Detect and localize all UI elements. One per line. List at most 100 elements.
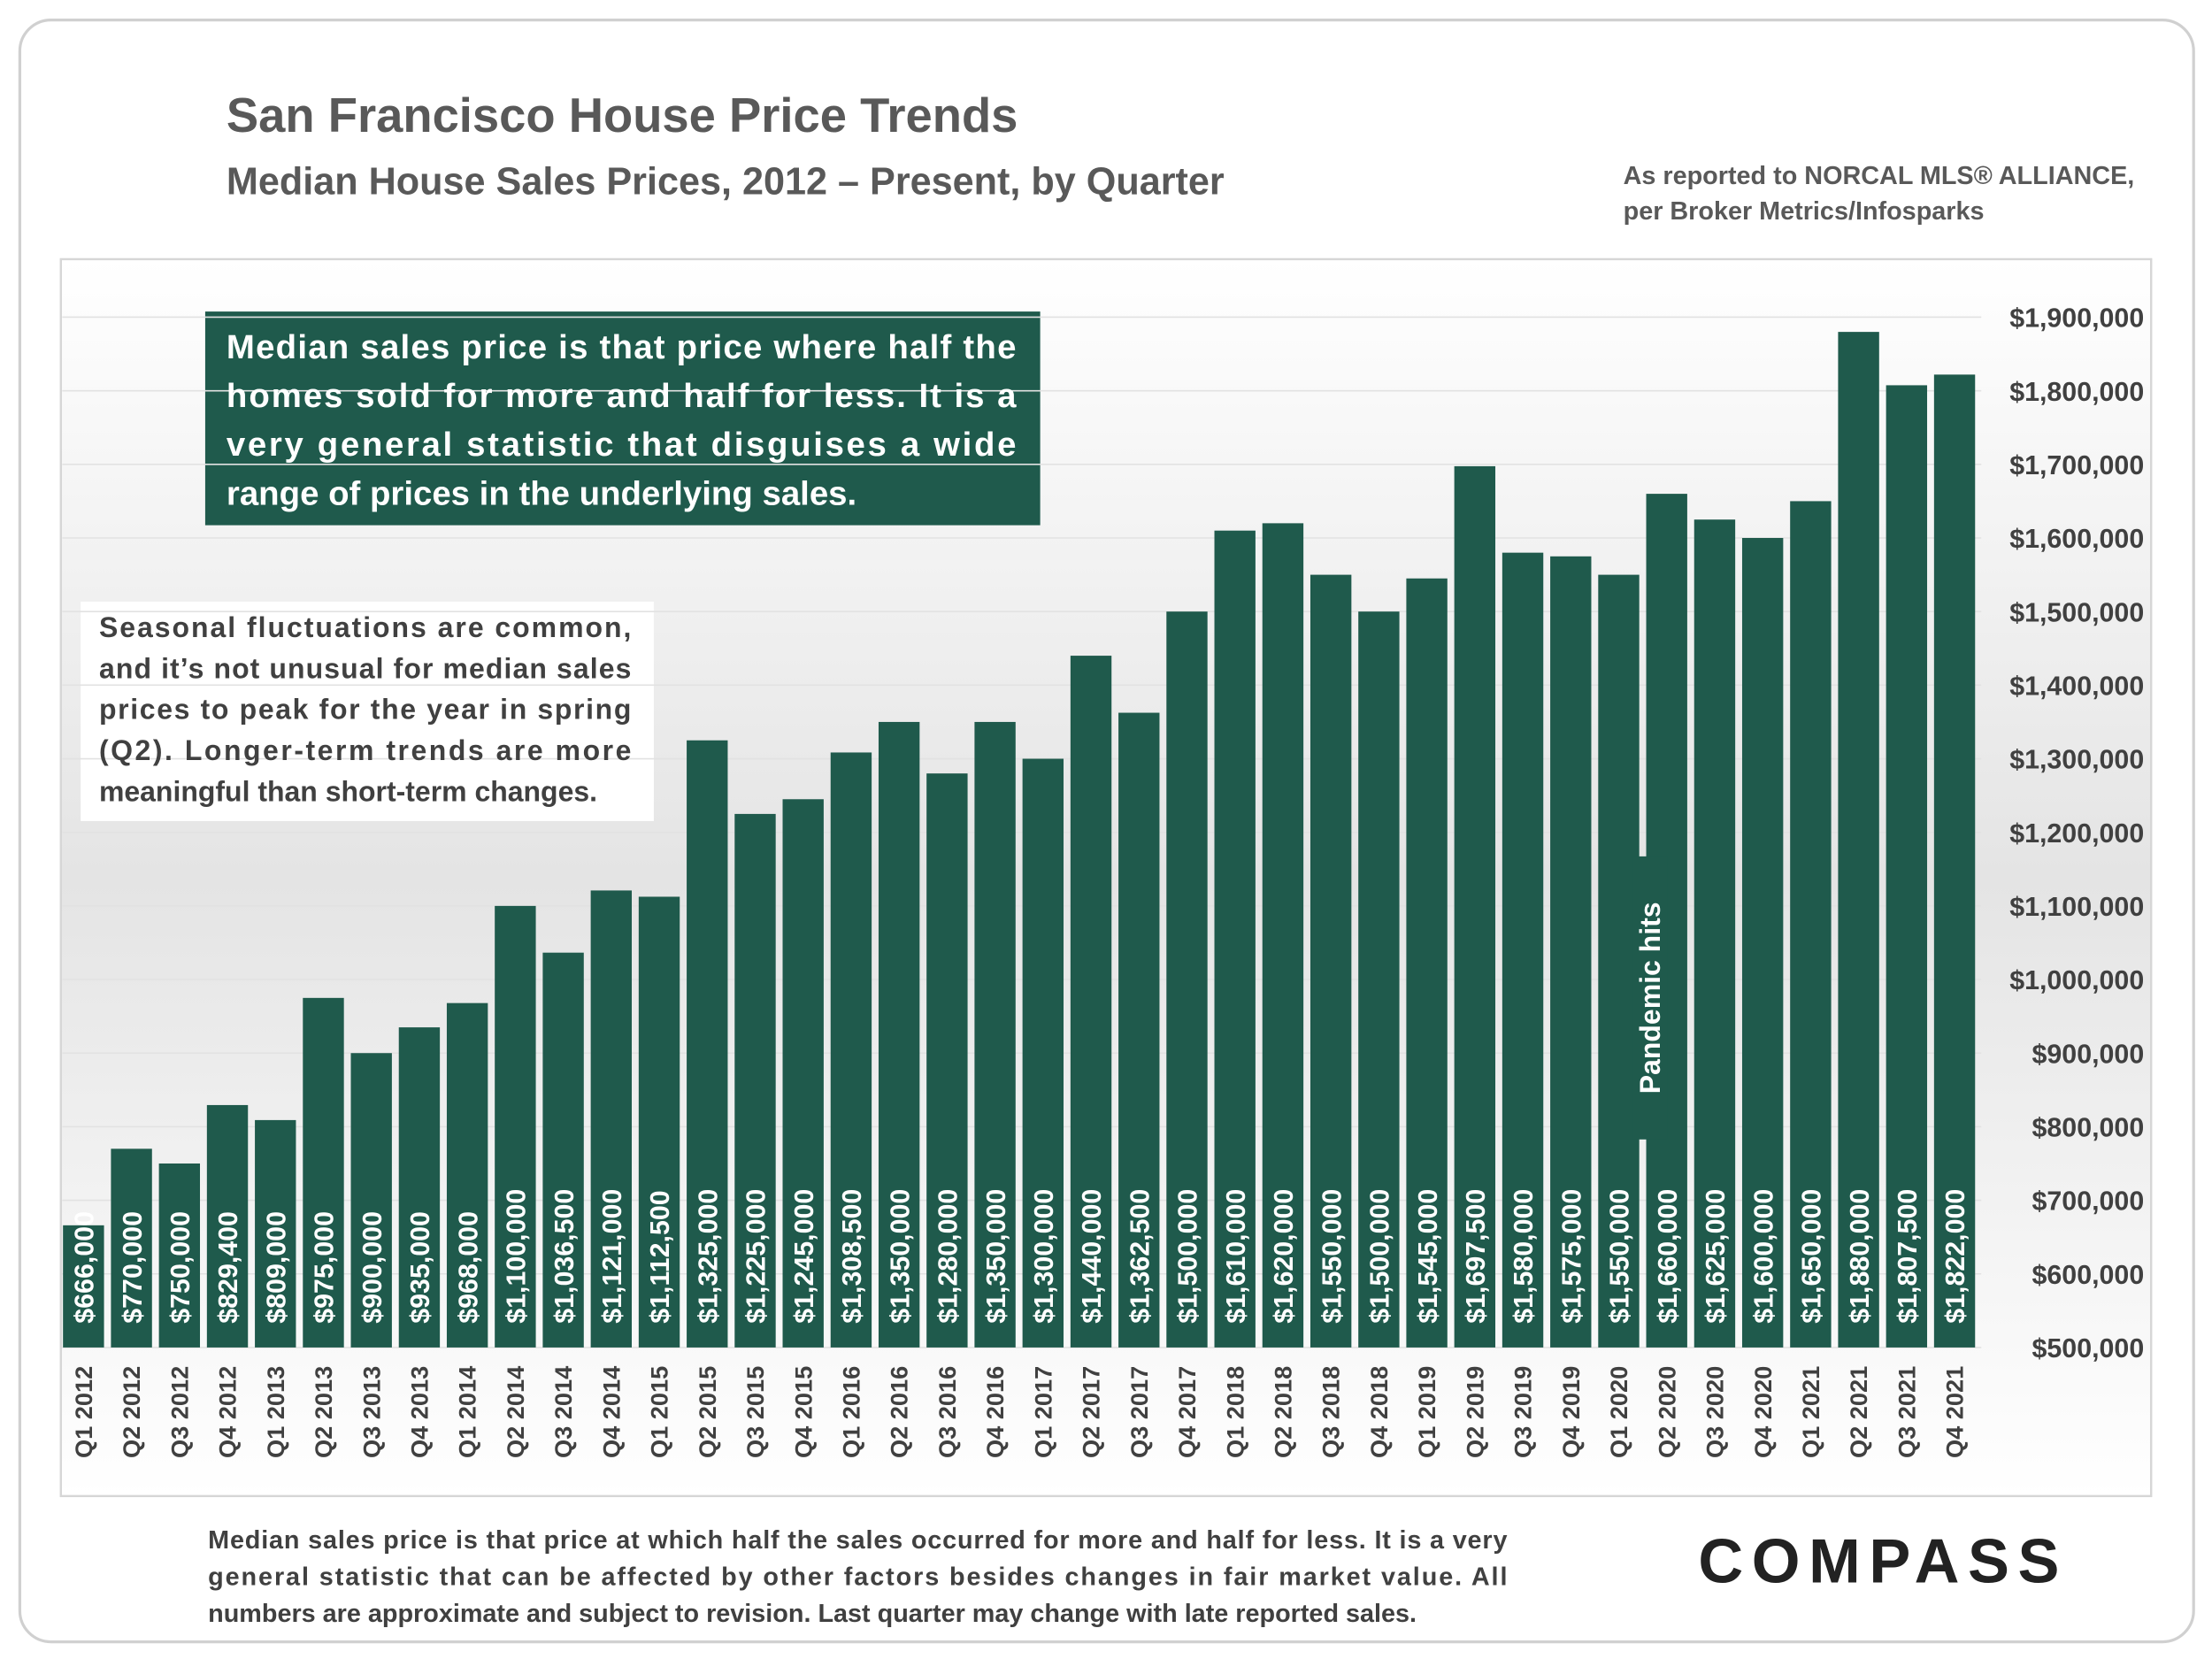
value-label: $1,121,000 [597, 1189, 627, 1324]
bar [350, 1053, 392, 1348]
value-label: $1,807,500 [1893, 1189, 1923, 1324]
bar [1358, 611, 1400, 1348]
x-tick-label: Q1 2019 [1413, 1366, 1440, 1458]
value-label: $1,550,000 [1317, 1189, 1347, 1324]
bar [1166, 611, 1208, 1348]
bar [974, 721, 1016, 1348]
bar [1502, 552, 1544, 1348]
value-label: $1,036,500 [549, 1189, 580, 1324]
x-tick-label: Q3 2018 [1317, 1366, 1345, 1458]
note-line: meaningful than short-term changes. [99, 776, 597, 808]
bar [1406, 578, 1448, 1348]
bar [878, 721, 920, 1348]
bar [590, 890, 633, 1348]
x-tick-label: Q1 2012 [70, 1366, 97, 1458]
value-label: $1,325,000 [693, 1189, 723, 1324]
callout-line: homes sold for more and half for less. I… [227, 377, 1017, 415]
value-label: $1,100,000 [502, 1189, 532, 1324]
x-tick-label: Q1 2018 [1221, 1366, 1248, 1458]
bar [1886, 385, 1928, 1348]
value-label: $1,660,000 [1653, 1189, 1683, 1324]
bar [158, 1163, 201, 1348]
x-tick-label: Q2 2012 [118, 1366, 145, 1458]
logo: COMPASS [1698, 1525, 2068, 1595]
x-tick-label: Q1 2017 [1029, 1366, 1056, 1458]
y-tick-label: $1,200,000 [2009, 818, 2144, 849]
y-tick-label: $600,000 [2032, 1260, 2145, 1290]
bar [1694, 519, 1736, 1348]
x-tick-label: Q1 2013 [262, 1366, 289, 1458]
x-tick-label: Q2 2013 [310, 1366, 337, 1458]
y-tick-label: $500,000 [2032, 1333, 2145, 1363]
x-tick-label: Q3 2012 [165, 1366, 193, 1458]
bar [398, 1027, 441, 1348]
value-label: $1,625,000 [1701, 1189, 1731, 1324]
y-tick-label: $1,600,000 [2009, 524, 2144, 554]
x-tick-label: Q4 2017 [1173, 1366, 1201, 1458]
value-label: $1,575,000 [1556, 1189, 1586, 1324]
value-label: $809,000 [261, 1211, 291, 1324]
value-label: $1,225,000 [741, 1189, 772, 1324]
bar [1741, 538, 1784, 1348]
bar [1262, 523, 1304, 1348]
value-label: $1,580,000 [1509, 1189, 1539, 1324]
x-tick-label: Q1 2021 [1797, 1366, 1824, 1458]
y-tick-label: $1,000,000 [2009, 965, 2144, 995]
bar [1550, 556, 1592, 1348]
value-label: $968,000 [453, 1211, 483, 1324]
bar [1598, 574, 1640, 1348]
x-tick-label: Q2 2020 [1653, 1366, 1680, 1458]
y-tick-label: $800,000 [2032, 1113, 2145, 1143]
note-line: prices to peak for the year in spring [99, 694, 631, 726]
bar [1838, 332, 1879, 1348]
bar [1070, 656, 1112, 1348]
chart-subtitle: Median House Sales Prices, 2012 – Presen… [227, 160, 1225, 203]
bar [638, 896, 680, 1348]
bar [1790, 501, 1832, 1348]
bar [255, 1119, 296, 1348]
x-tick-label: Q1 2020 [1605, 1366, 1632, 1458]
x-tick-label: Q4 2018 [1365, 1366, 1393, 1458]
value-label: $1,245,000 [789, 1189, 819, 1324]
value-label: $1,112,500 [645, 1190, 675, 1323]
bar [926, 773, 968, 1348]
x-tick-label: Q4 2016 [981, 1366, 1009, 1458]
bar [495, 905, 536, 1348]
bar [111, 1148, 152, 1348]
value-label: $1,822,000 [1940, 1189, 1970, 1324]
note-box [81, 601, 654, 821]
bar [1454, 465, 1496, 1348]
value-label: $1,300,000 [1029, 1189, 1059, 1324]
bar [1118, 712, 1160, 1348]
x-tick-label: Q3 2016 [933, 1366, 961, 1458]
x-tick-label: Q3 2020 [1701, 1366, 1729, 1458]
y-tick-label: $900,000 [2032, 1039, 2145, 1069]
bar [1310, 574, 1352, 1348]
y-tick-label: $1,400,000 [2009, 672, 2144, 702]
note-line: and it’s not unusual for median sales [99, 652, 631, 684]
x-tick-label: Q1 2014 [454, 1366, 481, 1458]
x-tick-label: Q3 2013 [357, 1366, 385, 1458]
x-tick-label: Q1 2015 [646, 1366, 673, 1458]
y-tick-label: $1,300,000 [2009, 745, 2144, 775]
value-label: $1,308,500 [837, 1189, 867, 1324]
x-tick-label: Q2 2018 [1270, 1366, 1297, 1458]
bar [782, 799, 824, 1348]
bar [1022, 758, 1064, 1348]
x-tick-label: Q3 2017 [1125, 1366, 1153, 1458]
x-tick-label: Q2 2015 [694, 1366, 721, 1458]
value-label: $1,280,000 [933, 1189, 964, 1324]
callout-line: Median sales price is that price where h… [227, 328, 1017, 366]
y-tick-label: $1,700,000 [2009, 450, 2144, 480]
value-label: $750,000 [165, 1211, 196, 1324]
y-tick-label: $1,500,000 [2009, 597, 2144, 627]
y-tick-label: $1,800,000 [2009, 377, 2144, 407]
value-label: $1,545,000 [1413, 1189, 1443, 1324]
bar [687, 740, 728, 1348]
bar [542, 952, 584, 1348]
y-tick-label: $700,000 [2032, 1187, 2145, 1217]
bar [1214, 530, 1256, 1348]
footnote-line: numbers are approximate and subject to r… [208, 1600, 1417, 1628]
